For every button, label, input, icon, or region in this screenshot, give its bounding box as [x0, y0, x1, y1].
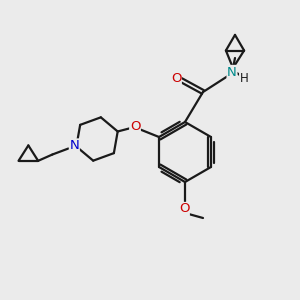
Text: N: N [227, 65, 237, 79]
Text: O: O [179, 202, 189, 215]
Text: O: O [130, 121, 140, 134]
Text: N: N [70, 139, 79, 152]
Text: O: O [171, 71, 181, 85]
Text: H: H [240, 71, 248, 85]
